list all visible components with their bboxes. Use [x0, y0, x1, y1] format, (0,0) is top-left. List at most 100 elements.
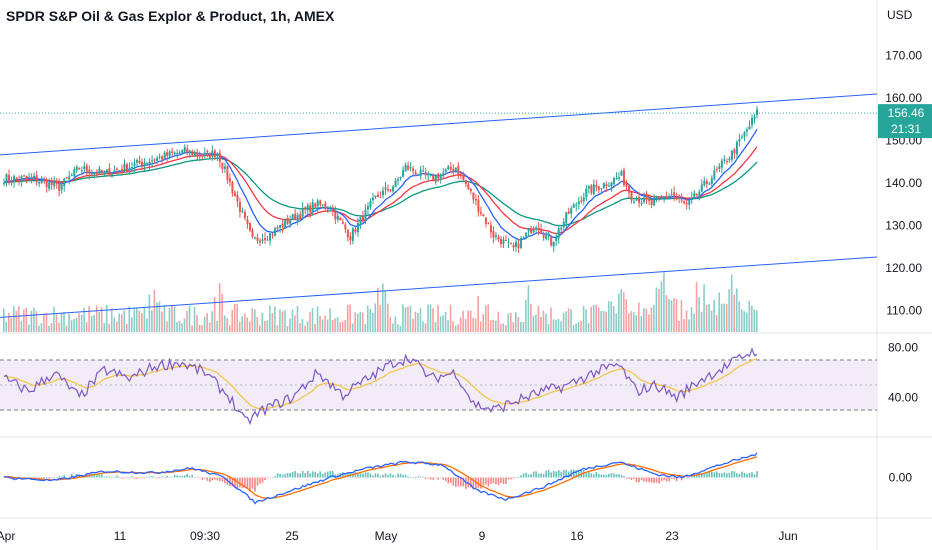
candle-body: [125, 164, 128, 172]
volume-bar: [314, 323, 316, 332]
candle-body: [582, 197, 585, 202]
candle-body: [231, 182, 234, 194]
volume-bar: [387, 303, 389, 332]
candle-body: [530, 229, 533, 234]
macd-histogram-bar: [372, 475, 374, 478]
volume-bar: [404, 307, 407, 332]
candle-body: [489, 225, 492, 233]
macd-histogram-bar: [43, 477, 45, 479]
volume-bar: [95, 305, 98, 332]
candle-body: [542, 234, 545, 238]
volume-bar: [703, 284, 705, 332]
candle-body: [505, 240, 507, 242]
volume-bar: [218, 283, 221, 332]
macd-histogram-bar: [138, 477, 141, 479]
volume-bar: [477, 295, 479, 332]
macd-histogram-bar: [294, 471, 296, 478]
macd-histogram-bar: [60, 476, 63, 478]
volume-bar: [750, 305, 753, 332]
macd-histogram-bar: [118, 477, 121, 478]
macd-histogram-bar: [309, 473, 312, 478]
candle-body: [50, 181, 53, 186]
macd-histogram-bar: [490, 477, 492, 484]
volume-bar: [464, 319, 467, 332]
candle-body: [191, 151, 194, 156]
volume-bar: [33, 307, 35, 332]
volume-bar: [279, 309, 281, 332]
macd-histogram-bar: [379, 476, 382, 478]
volume-bar: [575, 323, 577, 332]
macd-histogram-bar: [723, 472, 726, 478]
candle-body: [645, 196, 648, 200]
macd-histogram-bar: [726, 473, 728, 478]
volume-bar: [284, 310, 286, 332]
candle-body: [70, 174, 73, 176]
candle-body: [309, 205, 312, 212]
macd-histogram-bar: [151, 476, 153, 478]
volume-bar: [713, 299, 715, 332]
candle-body: [756, 109, 758, 115]
candle-body: [399, 176, 402, 179]
volume-bar: [110, 308, 113, 332]
volume-bar: [53, 306, 55, 332]
volume-bar: [30, 310, 33, 332]
macd-histogram-bar: [319, 471, 322, 478]
macd-histogram-bar: [444, 477, 447, 482]
volume-bar: [138, 310, 141, 332]
volume-bar: [675, 299, 678, 332]
candle-body: [93, 172, 96, 175]
volume-bar: [153, 289, 156, 332]
volume-bar: [266, 320, 269, 332]
candle-body: [228, 178, 231, 183]
volume-bar: [592, 304, 595, 332]
macd-histogram-bar: [733, 471, 736, 478]
candle-body: [668, 195, 671, 200]
candle-body: [238, 202, 241, 213]
candle-body: [53, 181, 56, 187]
candle-body: [710, 178, 713, 184]
candle-body: [622, 170, 625, 185]
macd-histogram-bar: [58, 475, 61, 478]
candle-body: [740, 136, 743, 138]
macd-histogram-bar: [756, 471, 758, 478]
macd-histogram-bar: [198, 477, 201, 479]
candle-body: [424, 172, 427, 176]
candle-body: [557, 228, 560, 239]
macd-histogram-bar: [193, 477, 196, 479]
macd-histogram-bar: [409, 477, 412, 478]
macd-histogram-bar: [214, 477, 216, 480]
volume-bar: [376, 287, 379, 332]
candle-body: [592, 184, 595, 194]
macd-histogram-bar: [527, 474, 530, 478]
candle-body: [98, 168, 101, 175]
macd-histogram-bar: [557, 469, 560, 478]
candle-body: [577, 201, 580, 205]
macd-histogram-bar: [48, 477, 50, 479]
volume-bar: [301, 318, 304, 332]
macd-histogram-bar: [209, 477, 211, 483]
volume-bar: [35, 311, 38, 332]
macd-histogram-bar: [434, 477, 437, 479]
candle-body: [625, 183, 628, 187]
volume-bar: [542, 310, 545, 332]
macd-histogram-bar: [176, 475, 178, 478]
rsi-ma-line: [3, 358, 758, 410]
volume-bar: [25, 307, 28, 332]
macd-histogram-bar: [487, 477, 490, 487]
macd-histogram-bar: [141, 477, 143, 479]
macd-histogram-bar: [201, 477, 204, 480]
macd-histogram-bar: [153, 477, 156, 479]
candle-body: [552, 241, 555, 247]
candle-body: [502, 239, 505, 244]
macd-histogram-bar: [753, 474, 756, 478]
volume-bar: [331, 319, 334, 332]
macd-histogram-bar: [246, 477, 249, 489]
candle-body: [673, 192, 676, 196]
volume-bar: [143, 306, 146, 332]
volume-bar: [437, 304, 439, 332]
macd-histogram-bar: [675, 477, 678, 482]
candle-body: [547, 235, 550, 237]
volume-bar: [256, 316, 259, 332]
candle-body: [605, 184, 608, 187]
